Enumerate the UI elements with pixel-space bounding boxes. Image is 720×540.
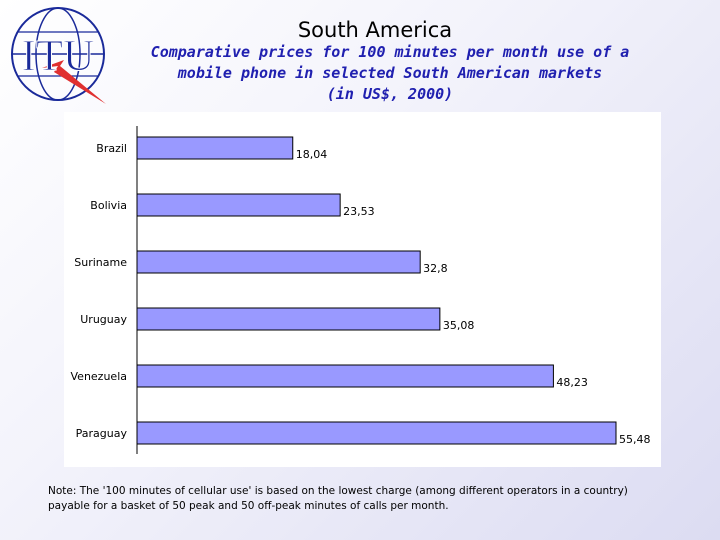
data-label-brazil: 18,04 — [296, 148, 328, 161]
category-label-uruguay: Uruguay — [80, 313, 127, 326]
itu-logo: ITU — [11, 7, 106, 104]
footnote-line-2: payable for a basket of 50 peak and 50 o… — [48, 500, 449, 512]
subtitle-line-3: (in US$, 2000) — [326, 85, 454, 103]
data-label-bolivia: 23,53 — [343, 205, 375, 218]
bar-chart: Brazil 18,04 Bolivia 23,53 Suriname 32,8 Urugu… — [71, 126, 651, 454]
logo-text: ITU — [21, 31, 94, 80]
bar-venezuela — [136, 364, 554, 388]
category-label-paraguay: Paraguay — [76, 427, 128, 440]
category-label-venezuela: Venezuela — [71, 370, 128, 383]
data-label-venezuela: 48,23 — [556, 376, 588, 389]
bar-uruguay — [136, 307, 441, 331]
footnote: Note: The '100 minutes of cellular use' … — [48, 484, 688, 514]
bar-brazil — [136, 136, 294, 160]
category-label-suriname: Suriname — [74, 256, 127, 269]
footnote-line-1: Note: The '100 minutes of cellular use' … — [48, 485, 628, 497]
chart-subtitle: Comparative prices for 100 minutes per m… — [140, 42, 640, 105]
bar-suriname — [136, 250, 421, 274]
bar-paraguay — [136, 421, 617, 445]
data-label-suriname: 32,8 — [423, 262, 448, 275]
chart-area: Brazil 18,04 Bolivia 23,53 Suriname 32,8 Urugu… — [64, 112, 661, 467]
bar-bolivia — [136, 193, 341, 217]
page-title: South America — [297, 18, 453, 42]
data-label-paraguay: 55,48 — [619, 433, 651, 446]
subtitle-line-2: mobile phone in selected South American … — [177, 64, 603, 82]
data-label-uruguay: 35,08 — [443, 319, 475, 332]
category-label-brazil: Brazil — [96, 142, 127, 155]
category-label-bolivia: Bolivia — [90, 199, 127, 212]
subtitle-line-1: Comparative prices for 100 minutes per m… — [150, 43, 630, 61]
